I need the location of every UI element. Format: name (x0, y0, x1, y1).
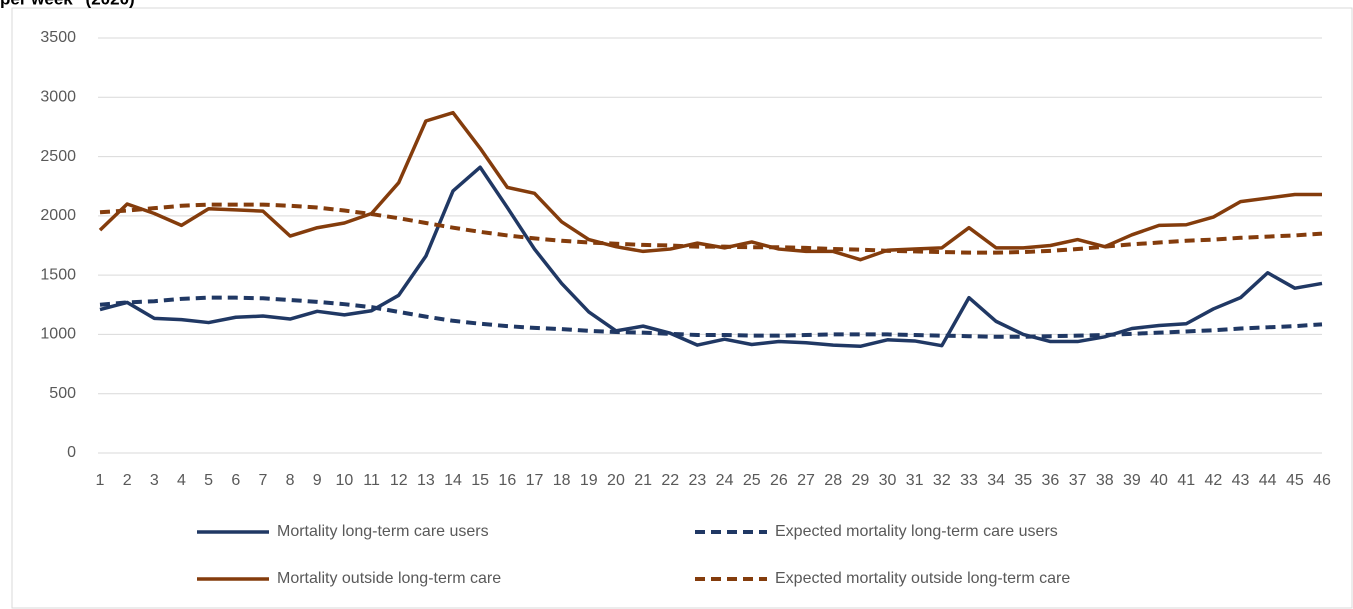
x-tick-label: 29 (851, 472, 869, 489)
series-line (99, 165, 1323, 349)
series-line (99, 202, 1323, 255)
x-tick-label: 26 (770, 472, 788, 489)
x-tick-label: 2 (123, 472, 132, 489)
x-tick-label: 22 (661, 472, 679, 489)
y-tick-label: 2000 (40, 207, 76, 224)
y-tick-label: 1000 (40, 326, 76, 343)
x-tick-label: 6 (231, 472, 240, 489)
x-tick-label: 15 (471, 472, 489, 489)
x-tick-label: 7 (258, 472, 267, 489)
x-tick-label: 12 (390, 472, 408, 489)
x-tick-label: 24 (716, 472, 734, 489)
x-tick-label: 9 (313, 472, 322, 489)
y-tick-label: 500 (49, 385, 76, 402)
x-tick-label: 11 (363, 472, 380, 489)
x-tick-label: 28 (824, 472, 842, 489)
legend-label: Mortality outside long-term care (277, 570, 501, 587)
y-tick-label: 0 (67, 444, 76, 461)
x-tick-label: 3 (150, 472, 159, 489)
x-tick-label: 42 (1204, 472, 1222, 489)
legend-label: Mortality long-term care users (277, 523, 489, 540)
x-tick-label: 41 (1177, 472, 1195, 489)
x-tick-label: 33 (960, 472, 978, 489)
x-tick-label: 21 (634, 472, 652, 489)
x-tick-label: 16 (498, 472, 516, 489)
x-tick-label: 34 (987, 472, 1005, 489)
y-tick-label: 3000 (40, 89, 76, 106)
x-tick-label: 10 (336, 472, 354, 489)
x-tick-label: 31 (906, 472, 924, 489)
x-tick-label: 43 (1232, 472, 1250, 489)
x-tick-label: 36 (1042, 472, 1060, 489)
x-tick-label: 1 (96, 472, 105, 489)
x-tick-label: 27 (797, 472, 815, 489)
x-tick-label: 40 (1150, 472, 1168, 489)
x-tick-label: 45 (1286, 472, 1304, 489)
x-tick-label: 18 (553, 472, 571, 489)
x-tick-label: 14 (444, 472, 462, 489)
x-tick-label: 4 (177, 472, 186, 489)
x-tick-label: 5 (204, 472, 213, 489)
x-tick-label: 38 (1096, 472, 1114, 489)
chart-title: per week" (2020) (0, 0, 135, 8)
x-tick-label: 23 (689, 472, 707, 489)
x-tick-label: 25 (743, 472, 761, 489)
y-tick-label: 3500 (40, 29, 76, 46)
x-tick-label: 46 (1313, 472, 1331, 489)
y-tick-label: 2500 (40, 148, 76, 165)
x-tick-label: 30 (879, 472, 897, 489)
x-tick-label: 35 (1014, 472, 1032, 489)
x-tick-label: 17 (526, 472, 544, 489)
series-line (99, 295, 1323, 339)
x-tick-label: 32 (933, 472, 951, 489)
x-tick-label: 37 (1069, 472, 1087, 489)
x-tick-label: 39 (1123, 472, 1141, 489)
chart-frame (11, 7, 1353, 609)
x-tick-label: 13 (417, 472, 435, 489)
x-tick-label: 8 (286, 472, 295, 489)
x-tick-label: 19 (580, 472, 598, 489)
y-tick-label: 1500 (40, 266, 76, 283)
x-tick-label: 44 (1259, 472, 1277, 489)
legend-label: Expected mortality outside long-term car… (775, 570, 1070, 587)
x-tick-label: 20 (607, 472, 625, 489)
legend-label: Expected mortality long-term care users (775, 523, 1058, 540)
